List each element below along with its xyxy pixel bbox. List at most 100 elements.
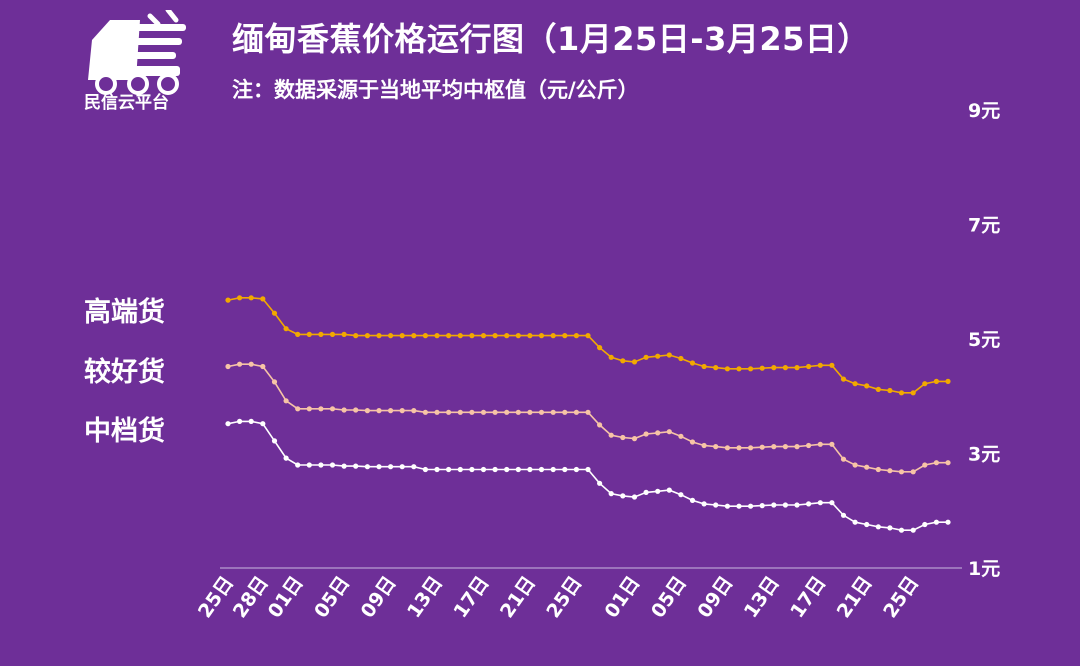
- data-point: [794, 365, 800, 371]
- data-point: [689, 360, 696, 366]
- data-point: [364, 333, 370, 339]
- data-point: [910, 390, 916, 396]
- data-point: [248, 418, 254, 424]
- x-tick-label: 17日: [786, 572, 830, 622]
- data-point: [910, 469, 916, 475]
- data-point: [318, 462, 324, 468]
- data-point: [643, 354, 649, 360]
- x-tick-label: 01日: [264, 572, 308, 622]
- data-point: [538, 466, 545, 473]
- data-point: [852, 519, 858, 525]
- data-point: [469, 409, 475, 415]
- chart-subtitle: 注：数据采源于当地平均中枢值（元/公斤）: [232, 78, 639, 102]
- data-point: [434, 466, 440, 473]
- legend-low: 中档货: [84, 416, 165, 447]
- data-point: [550, 409, 556, 415]
- data-point: [446, 466, 452, 473]
- data-point: [341, 331, 347, 337]
- data-point: [283, 455, 289, 461]
- data-point: [318, 331, 324, 337]
- data-point: [840, 456, 847, 462]
- data-point: [515, 409, 521, 415]
- data-point: [562, 466, 568, 473]
- data-point: [817, 441, 823, 447]
- y-tick-label: 3元: [968, 444, 1000, 466]
- data-point: [933, 519, 940, 525]
- series-line-2: [227, 420, 948, 532]
- data-point: [713, 444, 719, 450]
- data-point: [887, 525, 893, 531]
- data-point: [376, 408, 382, 414]
- data-point: [480, 466, 487, 473]
- data-point: [388, 464, 394, 470]
- data-point: [678, 492, 684, 498]
- data-point: [457, 333, 463, 339]
- data-point: [248, 295, 254, 301]
- data-point: [504, 409, 510, 415]
- x-tick-label: 09日: [693, 572, 737, 622]
- data-point: [736, 503, 742, 509]
- y-tick-label: 1元: [968, 558, 1000, 580]
- data-point: [875, 466, 881, 473]
- data-point: [306, 331, 312, 337]
- data-point: [353, 407, 359, 413]
- data-point: [933, 378, 940, 384]
- data-point: [655, 430, 661, 436]
- series-line-0: [227, 296, 948, 394]
- series-line-1: [227, 363, 948, 473]
- data-point: [515, 466, 521, 473]
- data-point: [353, 463, 359, 469]
- data-point: [538, 409, 545, 415]
- data-point: [922, 462, 928, 468]
- data-point: [364, 464, 370, 470]
- data-point: [724, 366, 731, 372]
- data-point: [538, 333, 545, 339]
- data-point: [608, 354, 614, 360]
- chart-title: 缅甸香蕉价格运行图（1月25日-3月25日）: [232, 20, 870, 58]
- data-point: [504, 333, 510, 339]
- data-point: [771, 444, 777, 450]
- data-point: [573, 409, 580, 415]
- x-tick-label: 13日: [740, 572, 784, 622]
- data-point: [399, 333, 405, 339]
- data-point: [655, 353, 661, 359]
- data-point: [527, 466, 533, 473]
- data-point: [562, 333, 568, 339]
- data-point: [248, 361, 254, 367]
- data-point: [806, 501, 812, 507]
- truck-icon: [88, 10, 186, 95]
- data-point: [736, 445, 742, 451]
- data-point: [446, 409, 452, 415]
- data-point: [782, 365, 789, 371]
- data-point: [945, 378, 951, 384]
- data-point: [597, 345, 603, 351]
- data-point: [713, 502, 719, 508]
- data-point: [701, 442, 707, 449]
- data-point: [446, 333, 452, 339]
- data-point: [736, 366, 742, 372]
- data-point: [480, 333, 487, 339]
- data-point: [631, 436, 638, 442]
- x-tick-label: 01日: [600, 572, 644, 622]
- data-point: [852, 381, 858, 387]
- data-point: [271, 379, 278, 385]
- data-point: [945, 460, 951, 466]
- data-point: [225, 363, 231, 370]
- data-point: [283, 326, 289, 332]
- data-point: [260, 421, 266, 427]
- data-point: [678, 355, 684, 362]
- data-point: [376, 333, 382, 339]
- data-point: [875, 524, 881, 530]
- data-point: [759, 444, 765, 450]
- data-point: [620, 493, 626, 499]
- data-point: [933, 460, 940, 466]
- data-point: [585, 466, 591, 473]
- x-tick-label: 25日: [542, 572, 586, 622]
- data-point: [306, 462, 312, 468]
- data-point: [422, 409, 428, 415]
- data-point: [492, 333, 498, 339]
- data-point: [724, 445, 731, 451]
- data-point: [295, 331, 301, 337]
- data-point: [318, 406, 324, 412]
- data-point: [388, 333, 394, 339]
